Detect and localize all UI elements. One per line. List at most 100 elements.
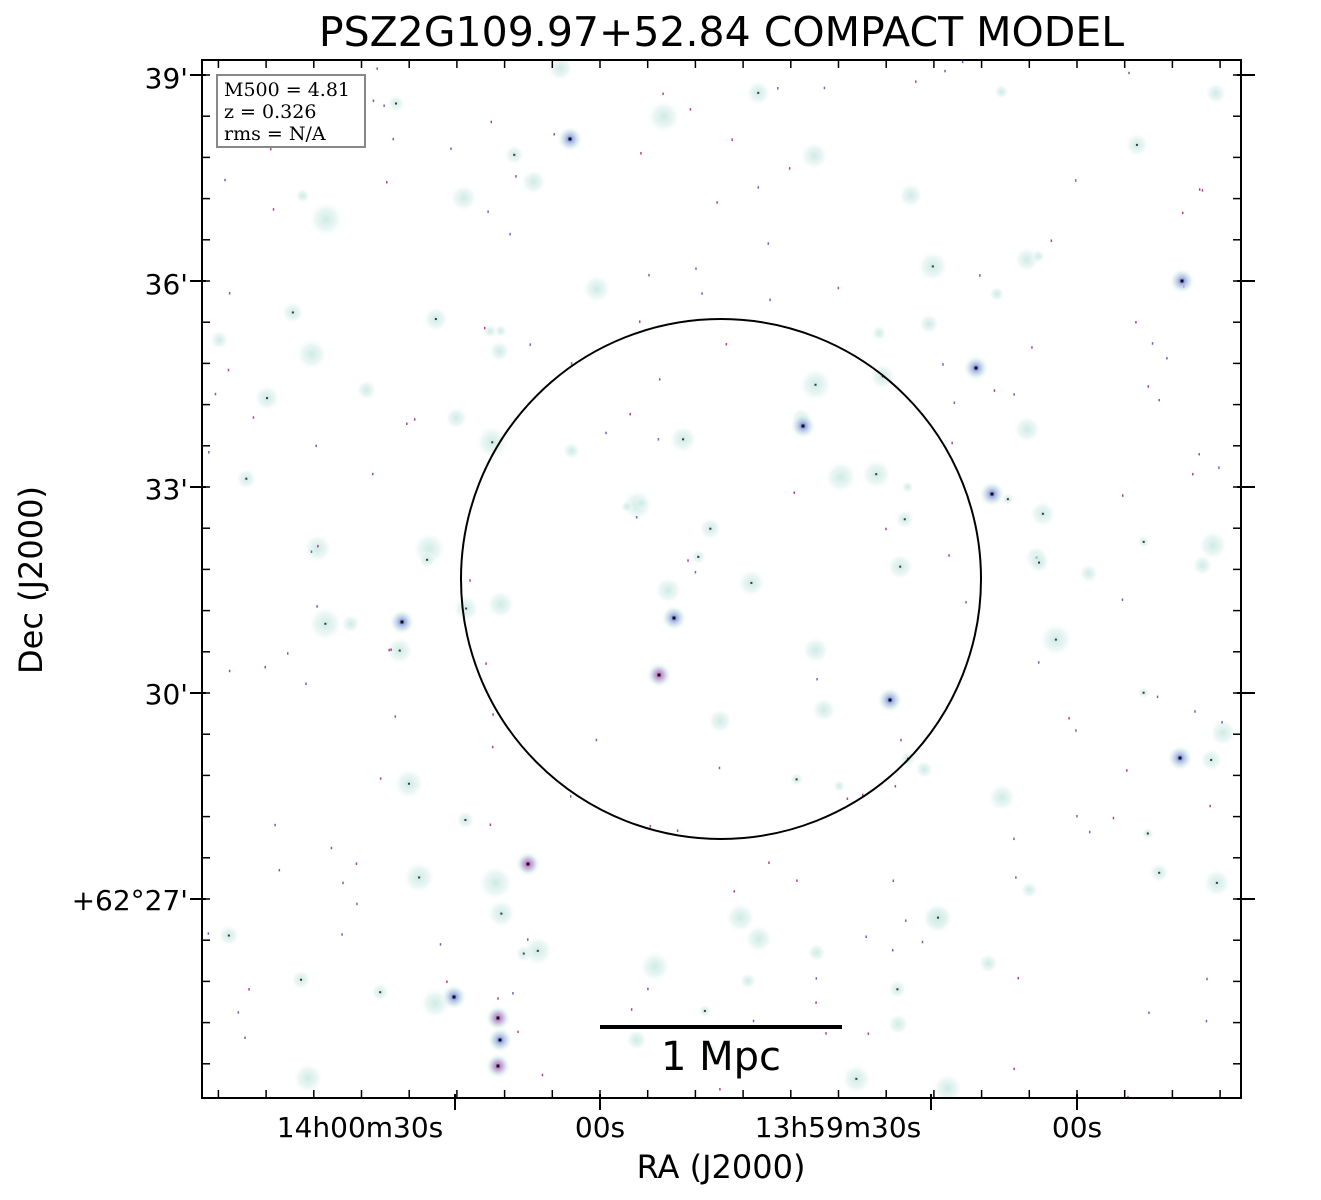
faint-source [707,708,733,734]
noise-pixel [1017,976,1019,980]
noise-pixel [921,940,924,944]
noise-pixel [640,152,642,155]
noise-pixel [1198,188,1201,191]
noise-pixel [497,997,499,1000]
noise-pixel [719,1087,721,1091]
noise-pixel [816,677,818,681]
source-pixel [496,1016,500,1020]
noise-pixel [492,713,494,716]
noise-pixel [356,902,358,906]
source-pixel [990,492,994,496]
source-pixel [1135,143,1138,146]
noise-pixel [1076,814,1078,818]
m500-text: M500 = 4.81 [224,79,351,101]
noise-pixel [515,175,517,178]
noise-pixel [825,1032,827,1035]
noise-pixel [796,879,798,882]
noise-pixel [1126,769,1128,772]
source-pixel [300,978,303,981]
source-pixel [394,102,397,105]
noise-pixel [718,766,721,770]
noise-pixel [244,1036,246,1040]
noise-pixel [278,868,281,872]
noise-pixel [815,1001,817,1004]
source-pixel [496,1064,500,1068]
source-pixel [657,673,661,677]
faint-source [989,286,1005,302]
noise-pixel [1158,398,1160,402]
source-pixel [1054,638,1057,641]
noise-pixel [885,527,887,531]
faint-source [620,500,634,513]
noise-pixel [993,389,996,392]
noise-pixel [1194,710,1196,713]
source-pixel [875,473,878,476]
source-pixel [1178,756,1182,760]
noise-pixel [725,342,728,346]
source-pixel [974,366,978,370]
noise-pixel [914,80,917,83]
noise-pixel [310,550,313,553]
noise-pixel [657,438,660,441]
source-pixel [931,265,934,268]
faint-source [477,864,514,901]
noise-pixel [509,232,511,236]
noise-pixel [865,935,867,939]
noise-pixel [944,69,946,73]
cluster-aperture-circle [460,318,982,840]
noise-pixel [330,846,333,850]
noise-pixel [961,60,964,64]
faint-source [932,1073,964,1098]
noise-pixel [649,825,652,828]
noise-pixel [630,1008,633,1011]
y-tick-label: +62°27' [72,884,188,917]
faint-source [1191,554,1214,576]
noise-pixel [1206,977,1208,981]
noise-pixel [695,267,697,270]
faint-source [340,614,361,634]
faint-source [824,460,858,494]
source-pixel [1146,832,1149,835]
noise-pixel [483,326,486,330]
faint-source [295,338,328,371]
faint-source [1031,249,1045,264]
faint-source [582,274,612,304]
faint-source [806,942,827,963]
noise-pixel [490,120,492,124]
noise-pixel [487,210,489,213]
noise-pixel [527,938,529,941]
noise-pixel [305,682,307,686]
x-axis-label: RA (J2000) [637,1148,806,1186]
noise-pixel [1112,816,1115,820]
noise-pixel [1013,1067,1015,1071]
source-pixel [1041,512,1044,515]
noise-pixel [1147,385,1149,388]
noise-pixel [439,943,442,946]
faint-source [302,533,333,564]
faint-source [993,84,1009,100]
noise-pixel [274,823,276,827]
faint-source [901,480,914,494]
source-pixel [1210,758,1213,761]
noise-pixel [529,343,532,346]
noise-pixel [894,785,897,788]
plot-frame [201,59,1242,1099]
noise-pixel [658,378,661,381]
faint-source [724,901,756,934]
faint-source [444,406,469,430]
source-pixel [672,616,676,620]
noise-pixel [676,829,679,832]
noise-pixel [228,669,231,673]
source-pixel [697,555,700,558]
faint-source [494,324,508,338]
faint-source [897,182,924,209]
faint-source [625,1028,648,1052]
y-tick-label: 39' [145,62,188,95]
source-pixel [1038,561,1041,564]
noise-pixel [689,108,692,111]
noise-pixel [386,181,388,184]
noise-pixel [224,178,226,182]
y-tick-label: 30' [145,678,188,711]
faint-source [887,1013,909,1036]
faint-source [987,782,1017,812]
